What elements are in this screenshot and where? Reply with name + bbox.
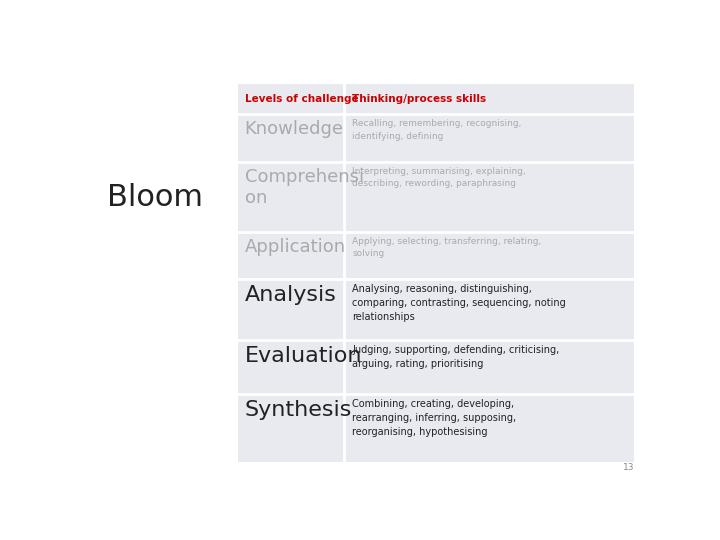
Text: Synthesis: Synthesis	[245, 400, 352, 421]
Text: Comprehensi
on: Comprehensi on	[245, 168, 364, 207]
Text: Application: Application	[245, 238, 346, 256]
Text: Combining, creating, developing,
rearranging, inferring, supposing,
reorganising: Combining, creating, developing, rearran…	[352, 399, 516, 437]
Text: Knowledge: Knowledge	[245, 120, 343, 138]
Text: Analysing, reasoning, distinguishing,
comparing, contrasting, sequencing, noting: Analysing, reasoning, distinguishing, co…	[352, 284, 566, 322]
Bar	[238, 84, 634, 462]
Text: Interpreting, summarising, explaining,
describing, rewording, paraphrasing: Interpreting, summarising, explaining, d…	[352, 167, 526, 188]
Text: Judging, supporting, defending, criticising,
arguing, rating, prioritising: Judging, supporting, defending, criticis…	[352, 345, 559, 369]
Text: Analysis: Analysis	[245, 285, 336, 305]
Text: 13: 13	[623, 463, 634, 472]
Text: Levels of challenge: Levels of challenge	[245, 94, 358, 104]
Text: Evaluation: Evaluation	[245, 346, 362, 366]
Text: Thinking/process skills: Thinking/process skills	[352, 94, 487, 104]
Text: Applying, selecting, transferring, relating,
solving: Applying, selecting, transferring, relat…	[352, 237, 541, 258]
Text: Recalling, remembering, recognising,
identifying, defining: Recalling, remembering, recognising, ide…	[352, 119, 521, 141]
Text: Bloom: Bloom	[107, 184, 203, 212]
